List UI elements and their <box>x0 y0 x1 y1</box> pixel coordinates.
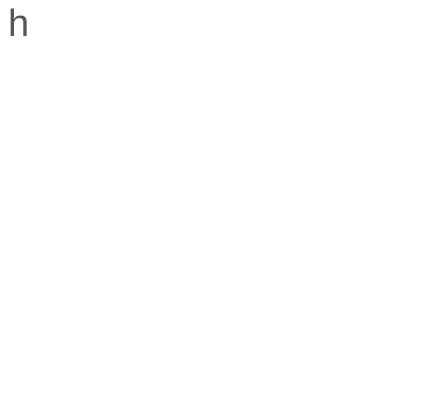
arc <box>406 87 433 323</box>
mesh-diagonal <box>261 12 433 242</box>
mesh-diagonal <box>47 349 92 398</box>
mesh-diagonal <box>359 317 433 398</box>
mesh-diagonal <box>365 12 433 86</box>
mesh-diagonal <box>330 12 433 130</box>
mesh-diagonal <box>47 12 244 321</box>
mesh-diagonal <box>314 12 433 153</box>
mesh-diagonal <box>103 12 321 398</box>
mesh-diagonal <box>164 12 387 398</box>
mesh-diagonal <box>182 12 414 398</box>
mesh <box>0 12 433 398</box>
mesh-diagonal <box>47 12 228 276</box>
mesh-diagonal <box>47 15 279 398</box>
mesh-diagonal <box>231 94 433 398</box>
mesh-diagonal <box>178 12 407 398</box>
mesh-diagonal <box>132 12 349 398</box>
mesh-diagonal <box>0 12 4 398</box>
mesh-diagonal <box>405 12 433 41</box>
mesh-diagonal <box>47 171 212 398</box>
mesh-diagonal <box>169 12 393 398</box>
mesh-diagonal <box>195 12 433 398</box>
mesh-diagonal <box>294 228 433 398</box>
mesh-diagonal <box>121 12 338 398</box>
mesh-diagonal <box>47 12 65 31</box>
mesh-diagonal <box>273 12 433 219</box>
mesh-diagonal <box>203 27 433 398</box>
mesh-diagonal <box>47 60 257 398</box>
mesh-diagonal <box>115 12 332 398</box>
mesh-diagonal <box>258 161 433 398</box>
mesh-diagonal <box>299 12 433 175</box>
mesh-diagonal <box>213 49 433 398</box>
mesh-diagonal <box>47 12 156 143</box>
mesh-diagonal <box>427 12 433 19</box>
mesh-diagonal <box>0 12 27 398</box>
mesh-diagonal <box>47 12 185 187</box>
mesh-diagonal <box>378 339 433 398</box>
mesh-diagonal <box>309 250 433 398</box>
mesh-diagonal <box>0 12 20 398</box>
mesh-diagonal <box>47 12 105 76</box>
mesh-diagonal <box>398 361 433 398</box>
mesh-diagonal <box>285 12 433 197</box>
mesh-diagonal <box>191 12 429 398</box>
mesh-diagonal <box>47 12 85 54</box>
mesh-diagonal <box>56 12 288 398</box>
mesh-diagonal <box>47 12 254 343</box>
mesh-diagonal <box>47 12 197 209</box>
mesh-diagonal <box>47 12 219 254</box>
mesh-diagonal <box>96 12 316 398</box>
mesh-diagonal <box>47 12 140 120</box>
mesh-diagonal <box>47 282 146 398</box>
mesh-diagonal <box>47 12 264 365</box>
mesh-diagonal <box>47 12 236 298</box>
mesh-diagonal <box>251 12 433 264</box>
mesh-diagonal <box>47 215 189 398</box>
mesh-diagonal <box>47 82 247 398</box>
mesh-diagonal <box>234 12 433 308</box>
mesh-diagonal <box>281 205 433 398</box>
mesh-background <box>47 12 433 398</box>
mesh-diagonal <box>47 12 123 98</box>
mesh-diagonal <box>47 12 171 165</box>
mesh-diagonal <box>385 12 433 64</box>
mesh-diagonal <box>47 37 268 398</box>
mesh-diagonal <box>217 12 433 353</box>
mesh-diagonal <box>347 12 433 108</box>
mesh-diagonal <box>47 126 231 398</box>
mesh-diagonal <box>47 394 51 398</box>
mesh-diagonal <box>223 72 433 398</box>
mesh-diagonal <box>47 305 129 398</box>
mesh-diagonal <box>248 139 433 398</box>
mesh-diagonal <box>154 12 374 398</box>
mesh-diagonal <box>47 260 161 398</box>
mesh-diagonal <box>77 12 301 398</box>
mesh-diagonal <box>226 12 433 331</box>
mesh-diagonal <box>341 295 433 398</box>
mesh-diagonal <box>47 327 111 398</box>
mesh-diagonal <box>419 384 433 398</box>
mesh-diagonal <box>47 149 222 398</box>
mesh-diagonal <box>242 12 433 286</box>
mesh-diagonal <box>206 12 433 375</box>
mesh-diagonal <box>47 12 275 388</box>
panel-label: h <box>8 3 30 45</box>
mesh-diagonal <box>47 193 201 398</box>
mesh-diagonal <box>149 12 367 398</box>
mesh-diagonal <box>63 12 292 398</box>
mesh-diagonal <box>0 12 42 398</box>
mesh-diagonal <box>324 272 433 398</box>
mesh-diagonal <box>138 12 355 398</box>
mesh-diagonal <box>83 12 306 398</box>
mesh-diagonal <box>239 116 433 398</box>
mesh-diagonal <box>47 12 209 232</box>
mesh-diagonal <box>47 371 72 398</box>
mesh-diagonal <box>47 104 239 398</box>
mesh-diagonal <box>269 183 433 398</box>
mesh-diagonal <box>47 238 176 398</box>
